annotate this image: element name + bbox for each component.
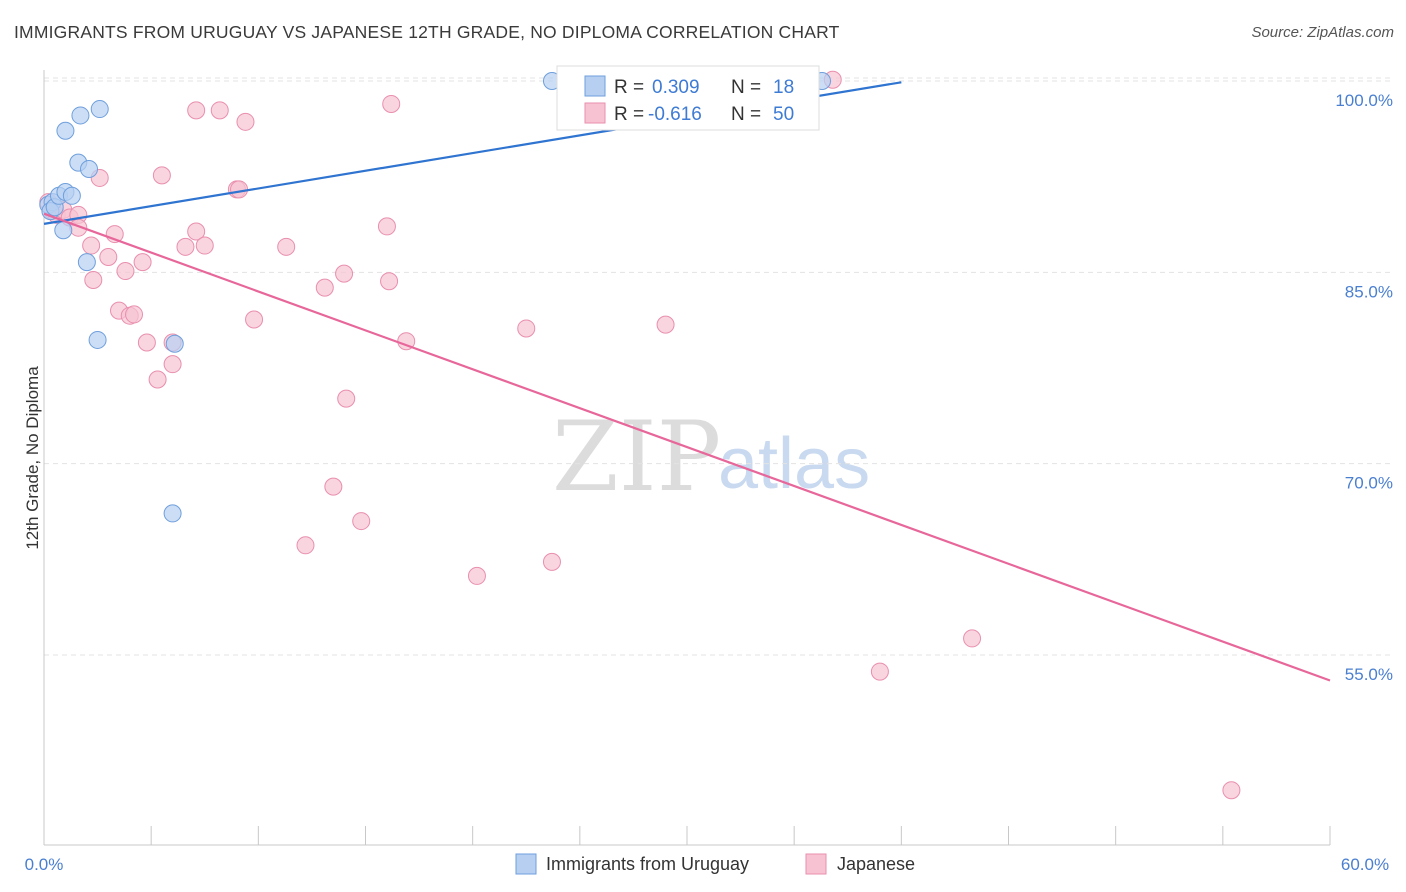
series-japanese-points	[39, 70, 1241, 800]
y-tick-labels: 55.0% 70.0% 85.0% 100.0%	[1335, 91, 1393, 684]
point-uruguay	[56, 121, 75, 140]
series-uruguay-points	[39, 72, 832, 523]
point-japanese	[245, 310, 264, 329]
point-japanese	[116, 262, 135, 281]
legend-label-uruguay: Immigrants from Uruguay	[546, 854, 749, 874]
point-japanese	[137, 333, 156, 352]
watermark-zip: ZIP	[552, 401, 721, 513]
point-japanese	[152, 166, 171, 185]
trend-lines	[43, 81, 1331, 682]
chart-title: IMMIGRANTS FROM URUGUAY VS JAPANESE 12TH…	[14, 22, 840, 42]
point-japanese	[963, 629, 982, 648]
point-japanese	[236, 112, 255, 131]
stats-legend: R = 0.309 N = 18 R = -0.616 N = 50	[556, 65, 820, 131]
gridlines	[44, 77, 1393, 656]
legend-label-japanese: Japanese	[837, 854, 915, 874]
point-japanese	[210, 101, 229, 120]
x-ticks	[43, 826, 1331, 845]
stats-r-value-uruguay: 0.309	[652, 77, 700, 98]
source-label: Source: ZipAtlas.com	[1251, 24, 1394, 41]
point-japanese	[230, 180, 249, 199]
y-axis-title: 12th Grade, No Diploma	[23, 366, 42, 550]
trend-line-japanese	[43, 212, 1331, 682]
legend-swatch-japanese	[805, 853, 827, 875]
point-japanese	[187, 222, 206, 241]
point-japanese	[542, 552, 561, 571]
stats-swatch-japanese	[584, 102, 606, 124]
point-japanese	[315, 278, 334, 297]
point-uruguay	[165, 334, 184, 353]
stats-n-value-uruguay: 18	[773, 77, 794, 98]
point-japanese	[380, 272, 399, 291]
point-japanese	[163, 355, 182, 374]
y-tick-label: 85.0%	[1345, 282, 1393, 301]
stats-n-label-uruguay: N =	[731, 77, 761, 98]
point-japanese	[84, 270, 103, 289]
y-tick-label: 100.0%	[1335, 91, 1393, 110]
point-uruguay	[163, 504, 182, 523]
point-uruguay	[80, 160, 99, 179]
point-japanese	[377, 217, 396, 236]
point-japanese	[382, 94, 401, 113]
point-japanese	[352, 512, 371, 531]
point-japanese	[1222, 781, 1241, 800]
stats-n-label-japanese: N =	[731, 104, 761, 125]
point-uruguay	[54, 221, 73, 240]
point-japanese	[517, 319, 536, 338]
point-japanese	[99, 248, 118, 267]
stats-n-value-japanese: 50	[773, 104, 794, 125]
stats-r-label-uruguay: R =	[614, 77, 644, 98]
x-tick-label-min: 0.0%	[25, 855, 64, 874]
point-japanese	[195, 236, 214, 255]
point-japanese	[296, 536, 315, 555]
point-uruguay	[90, 100, 109, 119]
point-uruguay	[77, 253, 96, 272]
point-japanese	[656, 315, 675, 334]
point-japanese	[324, 477, 343, 496]
y-tick-label: 70.0%	[1345, 474, 1393, 493]
point-japanese	[125, 305, 144, 324]
legend-swatch-uruguay	[515, 853, 537, 875]
point-japanese	[277, 237, 296, 256]
point-japanese	[335, 264, 354, 283]
watermark: ZIP atlas	[552, 401, 870, 513]
point-uruguay	[62, 186, 81, 205]
point-japanese	[337, 389, 356, 408]
point-japanese	[176, 237, 195, 256]
stats-r-value-japanese: -0.616	[648, 104, 702, 125]
stats-r-label-japanese: R =	[614, 104, 644, 125]
y-tick-label: 55.0%	[1345, 665, 1393, 684]
x-tick-label-max: 60.0%	[1341, 855, 1389, 874]
bottom-legend: Immigrants from Uruguay Japanese	[515, 853, 915, 875]
point-japanese	[187, 101, 206, 120]
point-uruguay	[71, 106, 90, 125]
point-japanese	[133, 253, 152, 272]
point-japanese	[148, 370, 167, 389]
point-japanese	[82, 236, 101, 255]
stats-swatch-uruguay	[584, 75, 606, 97]
point-japanese	[467, 566, 486, 585]
point-uruguay	[88, 330, 107, 349]
point-japanese	[870, 662, 889, 681]
